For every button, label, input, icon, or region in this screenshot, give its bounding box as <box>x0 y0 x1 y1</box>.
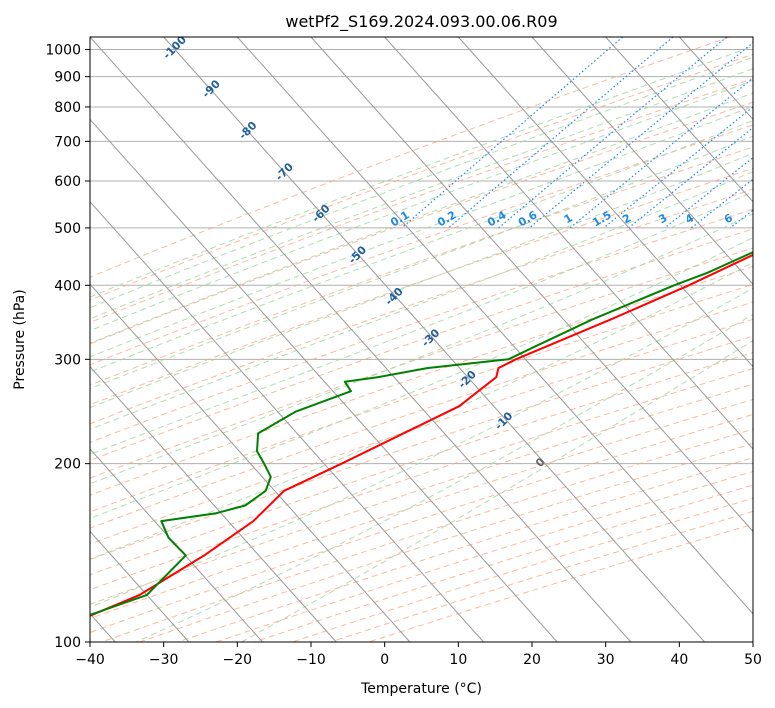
mixing-ratio-lines <box>401 37 775 229</box>
mixing-ratio-line <box>603 106 753 229</box>
y-tick-label: 500 <box>54 221 81 237</box>
mixing-ratio-label: 0.4 <box>485 208 509 229</box>
dry-adiabat <box>90 335 753 561</box>
x-axis-label: Temperature (°C) <box>360 681 482 697</box>
isotherm <box>90 283 411 642</box>
dry-adiabat <box>90 53 753 301</box>
isopleth-labels: 0.10.20.40.611.52346810131620253036-100-… <box>160 37 775 470</box>
mixing-ratio-line <box>664 156 753 229</box>
temperature-line <box>90 253 753 617</box>
isotherm <box>90 37 632 642</box>
mixing-ratio-label: 0.6 <box>516 208 540 229</box>
mixing-ratio-label: 6 <box>722 211 735 226</box>
moist-adiabat <box>90 45 753 298</box>
y-tick-label: 800 <box>54 100 81 116</box>
x-tick-label: −10 <box>296 652 326 668</box>
dry-adiabat <box>90 167 753 406</box>
dewpoint-line <box>90 251 753 616</box>
mixing-ratio-line <box>691 178 753 229</box>
mixing-ratio-label: 0.1 <box>388 208 411 229</box>
x-tick-label: −20 <box>223 652 253 668</box>
dry-adiabat <box>330 510 753 642</box>
mixing-ratio-line <box>448 37 674 229</box>
moist-adiabat <box>90 79 753 332</box>
moist-adiabat <box>241 340 753 642</box>
dry-adiabat <box>90 283 753 513</box>
isotherm <box>90 201 484 642</box>
x-tick-label: 50 <box>744 652 762 668</box>
dry-adiabat <box>139 442 753 642</box>
y-tick-label: 1000 <box>45 43 81 59</box>
x-axis-ticks: −40 −30 −20 −10 0 10 20 30 40 50 <box>75 642 762 668</box>
isotherm <box>90 118 558 642</box>
y-tick-label: 900 <box>54 70 81 86</box>
mixing-ratio-line <box>498 37 727 229</box>
x-tick-label: 10 <box>449 652 467 668</box>
chart-title: wetPf2_S169.2024.093.00.06.R09 <box>285 12 557 32</box>
mixing-ratio-label: 1 <box>562 211 575 226</box>
mixing-ratio-label: 8 <box>750 211 763 226</box>
profile-series <box>90 251 753 617</box>
mixing-ratio-line <box>401 37 624 229</box>
y-tick-label: 200 <box>54 457 81 473</box>
y-tick-label: 300 <box>54 352 81 368</box>
isotherm <box>90 530 190 642</box>
isotherm <box>531 37 753 285</box>
mixing-ratio-label: 1.5 <box>590 208 613 229</box>
isotherm <box>457 37 753 368</box>
moist-adiabat <box>90 56 753 309</box>
x-tick-label: 30 <box>597 652 615 668</box>
dry-adiabat <box>90 247 753 479</box>
moist-adiabat <box>90 287 753 608</box>
x-tick-label: 40 <box>670 652 688 668</box>
x-tick-label: 0 <box>380 652 389 668</box>
y-tick-label: 600 <box>54 174 81 190</box>
isotherm <box>236 37 753 615</box>
isotherm <box>384 37 753 450</box>
x-tick-label: −30 <box>149 652 179 668</box>
mixing-ratio-line <box>759 37 775 228</box>
y-tick-label: 100 <box>54 635 81 651</box>
plot-area: 0.10.20.40.611.52346810131620253036-100-… <box>90 37 775 642</box>
pressure-gridlines <box>90 49 753 642</box>
mixing-ratio-label: 10 <box>770 209 775 228</box>
y-tick-label: 400 <box>54 278 81 294</box>
dry-adiabat <box>90 228 753 461</box>
plot-frame <box>89 36 754 643</box>
isotherms <box>90 37 753 642</box>
moist-adiabat <box>90 261 753 560</box>
isotherm <box>310 37 753 533</box>
x-tick-label: 20 <box>523 652 541 668</box>
dry-adiabat <box>90 78 753 323</box>
isotherm-label: -20 <box>456 368 479 391</box>
x-tick-label: −40 <box>75 652 105 668</box>
dry-adiabat <box>90 37 730 278</box>
isotherm <box>163 37 705 642</box>
moist-adiabat <box>90 171 753 430</box>
dry-adiabat <box>90 383 753 605</box>
moist-adiabats <box>90 45 753 642</box>
dry-adiabat <box>90 301 753 529</box>
mixing-ratio-line <box>529 41 753 229</box>
mixing-ratio-label: 3 <box>656 211 669 226</box>
mixing-ratio-label: 2 <box>620 211 633 226</box>
mixing-ratio-line <box>569 77 753 229</box>
y-axis-ticks: 100 200 300 400 500 600 700 800 900 1000 <box>45 43 90 651</box>
mixing-ratio-line <box>628 126 753 229</box>
y-tick-label: 700 <box>54 134 81 150</box>
moist-adiabat <box>90 105 753 358</box>
isotherm <box>90 365 337 642</box>
moist-adiabat <box>135 313 753 642</box>
isotherm <box>752 37 753 38</box>
isotherm <box>90 448 263 642</box>
moist-adiabat <box>90 135 753 390</box>
isotherm-label: -30 <box>419 326 442 349</box>
y-axis-label: Pressure (hPa) <box>12 289 28 389</box>
isotherm <box>605 37 753 203</box>
